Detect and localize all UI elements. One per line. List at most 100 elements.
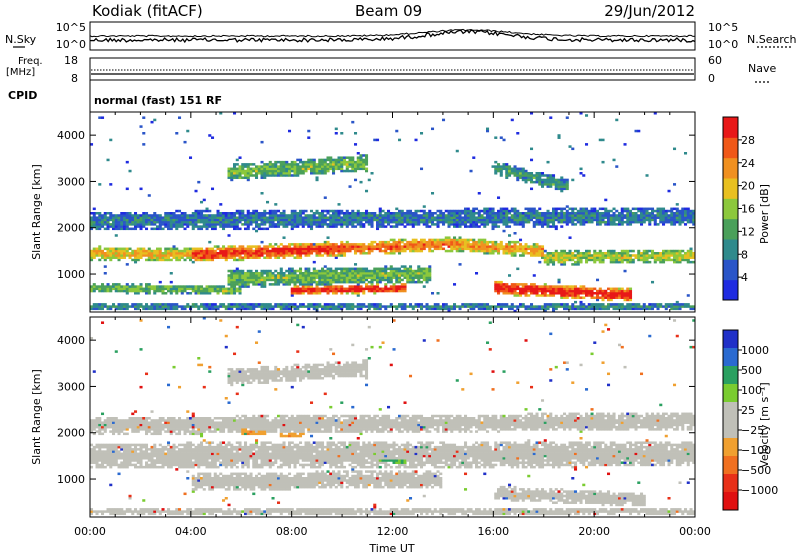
heat-cell [150, 307, 154, 311]
heat-cell [194, 214, 198, 217]
heat-cell [472, 225, 476, 228]
heat-cell [340, 274, 344, 277]
heat-cell [230, 269, 234, 273]
heat-cell [678, 252, 682, 255]
heat-cell [208, 223, 212, 226]
heat-cell [530, 212, 534, 215]
power-ylabel: Slant Range [km] [30, 164, 43, 260]
heat-cell [318, 305, 322, 308]
heat-cell [585, 294, 589, 297]
heat-cell [315, 178, 319, 182]
heat-cell [530, 216, 534, 219]
heat-cell [222, 220, 226, 224]
heat-cell [425, 223, 429, 226]
nave-tick-bottom: 0 [708, 72, 715, 85]
heat-cell [134, 258, 138, 262]
heat-cell [142, 307, 146, 311]
colorbar-tick-label: 24 [741, 157, 755, 170]
heat-cell [538, 172, 542, 175]
heat-cell [579, 209, 583, 213]
heat-cell [483, 223, 487, 226]
heat-cell [521, 174, 525, 177]
heat-cell [673, 147, 677, 151]
heat-cell [222, 218, 226, 222]
heat-cell [629, 294, 633, 297]
heat-cell [425, 214, 429, 217]
heat-cell [480, 307, 484, 311]
heat-cell [563, 292, 567, 295]
heat-cell [345, 160, 349, 164]
heat-cell [332, 220, 336, 224]
heat-cell [150, 249, 154, 253]
heat-cell [642, 307, 646, 311]
heat-cell [238, 278, 242, 282]
heat-cell [334, 285, 338, 288]
heat-cell [453, 216, 457, 219]
heat-cell [384, 287, 388, 291]
heat-cell [252, 220, 256, 224]
heat-cell [142, 132, 146, 135]
heat-cell [601, 296, 605, 299]
heat-cell [351, 243, 355, 246]
heat-cell [227, 280, 231, 284]
heat-cell [667, 254, 671, 257]
heat-cell [142, 212, 146, 215]
heat-cell [233, 292, 237, 295]
heat-cell [235, 252, 239, 255]
heat-cell [400, 216, 404, 219]
heat-cell [598, 138, 602, 142]
heat-cell [307, 167, 311, 171]
heat-cell [618, 307, 622, 311]
heat-cell [612, 252, 616, 255]
heat-cell [392, 305, 396, 308]
heat-cell [425, 225, 429, 228]
heat-cell [343, 160, 347, 164]
heat-cell [637, 209, 641, 213]
heat-cell [637, 303, 641, 306]
heat-cell [345, 274, 349, 277]
heat-cell [169, 227, 173, 231]
heat-cell [178, 216, 182, 219]
heat-cell [502, 292, 506, 295]
heat-cell [510, 285, 514, 288]
heat-cell [222, 216, 226, 219]
heat-cell [288, 307, 292, 311]
heat-cell [117, 285, 121, 288]
heat-cell [527, 212, 531, 215]
heat-cell [486, 127, 490, 131]
heat-cell [164, 307, 168, 311]
heat-cell [90, 223, 94, 226]
heat-cell [505, 212, 509, 215]
heat-cell [238, 227, 242, 231]
heat-cell [662, 305, 666, 308]
heat-cell [376, 280, 380, 284]
heat-cell [230, 285, 234, 288]
heat-cell [197, 220, 201, 224]
heat-cell [246, 218, 250, 222]
heat-cell [543, 305, 547, 308]
heat-cell [257, 249, 261, 253]
heat-cell [202, 198, 206, 202]
heat-cell [431, 127, 435, 131]
heat-cell [406, 216, 410, 219]
heat-cell [359, 165, 363, 168]
heat-cell [516, 212, 520, 215]
heat-cell [310, 225, 314, 228]
heat-cell [222, 289, 226, 293]
heat-cell [332, 165, 336, 168]
heat-cell [494, 172, 498, 175]
heat-cell [554, 178, 558, 182]
heat-cell [618, 254, 622, 257]
heat-cell [134, 216, 138, 219]
heat-cell [642, 216, 646, 219]
heat-cell [502, 218, 506, 222]
heat-cell [304, 216, 308, 219]
heat-cell [450, 243, 454, 246]
heat-cell [263, 176, 267, 179]
heat-cell [224, 305, 228, 308]
heat-cell [642, 212, 646, 215]
heat-cell [139, 220, 143, 224]
heat-cell [123, 223, 127, 226]
heat-cell [142, 220, 146, 224]
heat-cell [271, 245, 275, 248]
